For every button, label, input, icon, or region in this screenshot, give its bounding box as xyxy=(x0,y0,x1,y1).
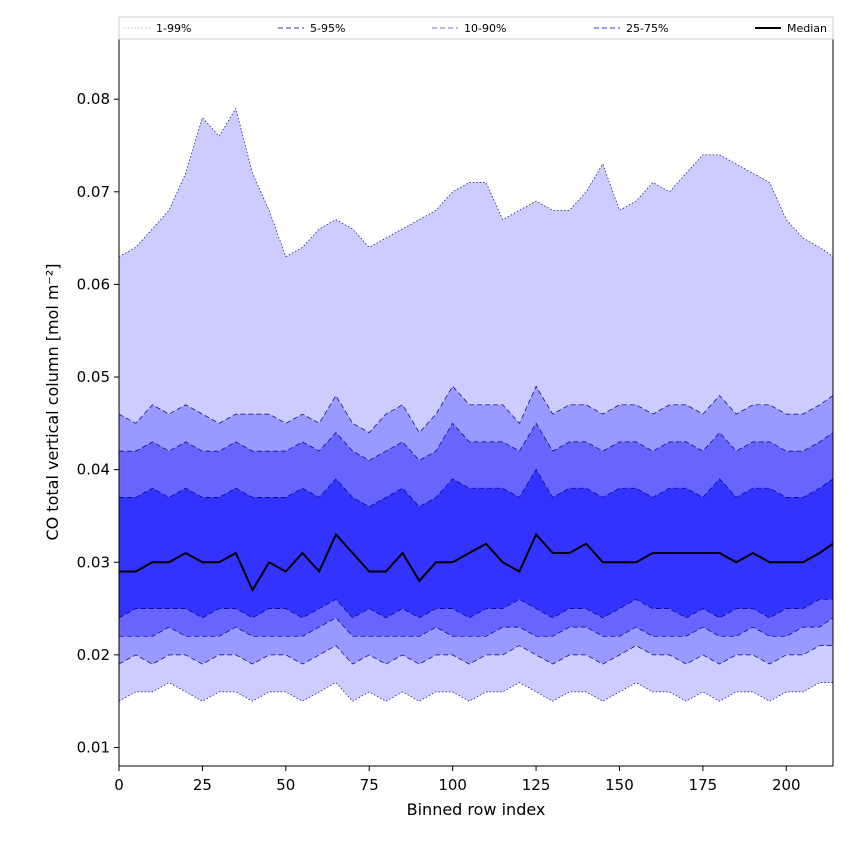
x-tick-label: 75 xyxy=(360,776,379,794)
legend-label-10-90%: 10-90% xyxy=(464,22,506,35)
legend-label-5-95%: 5-95% xyxy=(310,22,345,35)
y-axis-title: CO total vertical column [mol m⁻²] xyxy=(43,263,62,540)
y-tick-label: 0.05 xyxy=(77,368,110,386)
y-tick-label: 0.07 xyxy=(77,183,110,201)
plot-area xyxy=(119,107,833,702)
x-tick-label: 50 xyxy=(276,776,295,794)
x-tick-label: 100 xyxy=(438,776,467,794)
x-axis-title: Binned row index xyxy=(407,800,546,819)
band-upper-line-1-99% xyxy=(119,107,833,258)
y-tick-label: 0.08 xyxy=(77,90,110,108)
y-tick-label: 0.02 xyxy=(77,646,110,664)
band-lower-line-1-99% xyxy=(119,682,833,702)
band-upper-line-10-90% xyxy=(119,422,833,461)
band-upper-line-5-95% xyxy=(119,385,833,434)
legend: 1-99% 5-95% 10-90% 25-75% Median xyxy=(118,16,834,40)
x-tick-label: 175 xyxy=(689,776,718,794)
band-lower-line-25-75% xyxy=(119,598,833,619)
axes: 0 25 50 75 100 125 150 175 200 0.01 0.02 0.03 0.04 0.… xyxy=(77,38,834,794)
band-lower-line-10-90% xyxy=(119,617,833,637)
legend-box xyxy=(118,16,834,40)
legend-label-Median: Median xyxy=(787,22,827,35)
y-tick-label: 0.06 xyxy=(77,275,110,293)
x-tick-label: 0 xyxy=(114,776,124,794)
x-tick-label: 200 xyxy=(772,776,801,794)
legend-label-25-75%: 25-75% xyxy=(626,22,668,35)
median-line xyxy=(119,532,833,593)
x-tick-label: 125 xyxy=(522,776,551,794)
y-tick-label: 0.04 xyxy=(77,461,110,479)
band-upper-line-25-75% xyxy=(119,468,833,508)
legend-label-1-99%: 1-99% xyxy=(156,22,191,35)
y-tick-label: 0.01 xyxy=(77,738,110,756)
band-lower-line-5-95% xyxy=(119,645,833,665)
x-tick-label: 25 xyxy=(193,776,212,794)
x-tick-label: 150 xyxy=(605,776,634,794)
band-25-75% xyxy=(119,469,833,618)
y-tick-label: 0.03 xyxy=(77,553,110,571)
